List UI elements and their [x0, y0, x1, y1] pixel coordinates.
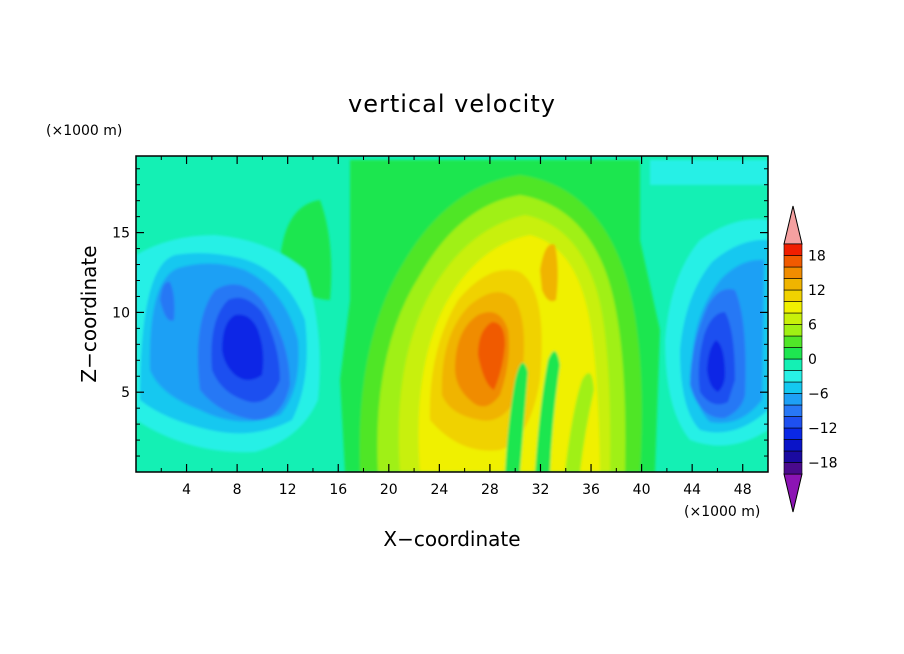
colorbar-label: −6 [808, 387, 829, 403]
x-axis-label: X−coordinate [383, 527, 520, 551]
colorbar-swatch [783, 312, 803, 325]
finger-1 [505, 362, 528, 472]
right-down-minus12 [707, 340, 726, 392]
colorbar-swatch [783, 393, 803, 406]
colorbar-swatch [783, 289, 803, 302]
y-tick-label: 5 [121, 385, 130, 401]
x-tick-label: 36 [582, 482, 600, 498]
finger-2 [535, 351, 560, 472]
contour-16 [478, 322, 505, 390]
contour-field [136, 156, 768, 472]
x-axis-ticks: 4 8 12 16 20 24 28 32 36 40 44 48 [160, 156, 752, 498]
colorbar-swatch [783, 381, 803, 394]
colorbar-swatch [783, 278, 803, 291]
x-tick-label: 12 [279, 482, 297, 498]
chart-title: vertical velocity [348, 90, 556, 118]
x-tick-label: 16 [329, 482, 347, 498]
y-tick-label: 10 [112, 305, 130, 321]
x-tick-label: 28 [481, 482, 499, 498]
y-axis-units: (×1000 m) [46, 123, 122, 139]
x-tick-label: 4 [182, 482, 191, 498]
colorbar-swatch [783, 266, 803, 279]
colorbar-swatch [783, 462, 803, 475]
contour-top-green-right [650, 160, 768, 185]
colorbar-swatch [783, 450, 803, 463]
colorbar-label: 12 [808, 283, 826, 299]
colorbar-swatch [783, 439, 803, 452]
x-tick-label: 40 [633, 482, 651, 498]
colorbar-label: 18 [808, 249, 826, 265]
contour-upper-core [540, 244, 558, 302]
x-tick-label: 20 [380, 482, 398, 498]
y-axis-label: Z−coordinate [77, 245, 101, 382]
colorbar-label: 0 [808, 352, 817, 368]
colorbar-swatch [783, 358, 803, 371]
colorbar-extend-low [783, 473, 803, 513]
colorbar-label: −12 [808, 421, 838, 437]
x-tick-label: 48 [734, 482, 752, 498]
finger-3 [565, 372, 594, 472]
x-tick-label: 24 [430, 482, 448, 498]
colorbar-swatch [783, 301, 803, 314]
x-axis-units: (×1000 m) [684, 504, 760, 520]
left-down-small [160, 281, 175, 321]
colorbar-swatch [783, 427, 803, 440]
y-tick-label: 15 [112, 226, 130, 242]
colorbar-swatch [783, 243, 803, 256]
plot-frame [135, 155, 769, 473]
colorbar-label: −18 [808, 456, 838, 472]
colorbar-swatch [783, 416, 803, 429]
colorbar-label: 6 [808, 318, 817, 334]
colorbar-swatch [783, 255, 803, 268]
x-tick-label: 32 [532, 482, 550, 498]
left-down-minus12 [222, 314, 264, 380]
y-axis-ticks: 5 10 15 [112, 168, 768, 457]
colorbar-swatch [783, 324, 803, 337]
x-tick-label: 8 [233, 482, 242, 498]
colorbar-swatch [783, 370, 803, 383]
colorbar-extend-high [783, 205, 803, 245]
colorbar: 18 12 6 0 −6 −12 −18 [783, 205, 838, 513]
colorbar-swatch [783, 335, 803, 348]
x-tick-label: 44 [683, 482, 701, 498]
colorbar-swatch [783, 347, 803, 360]
colorbar-swatch [783, 404, 803, 417]
